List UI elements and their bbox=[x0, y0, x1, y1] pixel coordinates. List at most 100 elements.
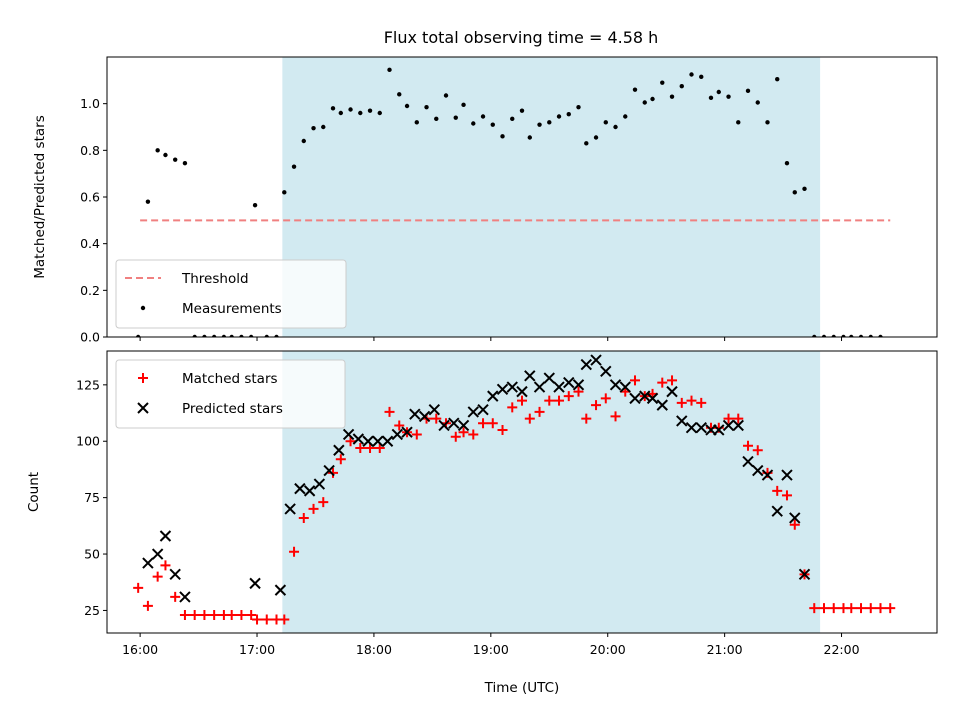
ratio-panel: 0.0 0.2 0.4 0.6 0.8 1.0 Matched/Predicted star… bbox=[32, 56, 938, 345]
predicted-star-point bbox=[619, 381, 631, 393]
measurement-point bbox=[669, 94, 675, 99]
x-axis-label: Time (UTC) bbox=[484, 680, 560, 696]
measurement-point bbox=[461, 102, 466, 108]
measurement-point bbox=[192, 334, 197, 337]
predicted-star-point bbox=[695, 421, 707, 434]
x-tick-label: 22:00 bbox=[824, 642, 860, 657]
measurement-point bbox=[282, 190, 287, 195]
y-axis-label: Count bbox=[26, 472, 42, 512]
matched-star-point bbox=[374, 443, 385, 454]
matched-star-point bbox=[289, 546, 300, 557]
predicted-star-point bbox=[722, 419, 735, 432]
matched-star-point bbox=[733, 413, 744, 424]
measurement-point bbox=[338, 110, 344, 116]
matched-star-point bbox=[772, 485, 783, 496]
matched-star-point bbox=[809, 603, 820, 614]
predicted-star-point bbox=[159, 530, 172, 542]
predicted-star-point bbox=[798, 568, 811, 581]
measurement-point bbox=[642, 100, 647, 105]
measurement-point bbox=[603, 120, 608, 125]
predicted-star-point bbox=[639, 390, 651, 402]
measurement-point bbox=[792, 190, 797, 195]
measurement-point bbox=[878, 334, 883, 337]
measurement-point bbox=[660, 80, 665, 85]
legend: Threshold Measurements bbox=[115, 259, 347, 329]
y-tick-label: 0.4 bbox=[80, 236, 100, 251]
measurement-point bbox=[443, 93, 449, 98]
measurement-point bbox=[387, 67, 392, 73]
measurement-point bbox=[367, 108, 373, 113]
measurement-point bbox=[397, 92, 402, 97]
measurement-point bbox=[745, 88, 751, 94]
measurement-point bbox=[613, 124, 618, 130]
matched-star-point bbox=[458, 427, 469, 438]
matched-star-point bbox=[189, 609, 200, 620]
matched-star-point bbox=[686, 395, 697, 406]
measurement-point bbox=[566, 111, 571, 117]
x-tick-label: 17:00 bbox=[239, 642, 275, 657]
matched-star-point bbox=[365, 443, 376, 454]
predicted-star-point bbox=[448, 417, 460, 429]
predicted-star-point bbox=[590, 354, 602, 366]
measurement-point bbox=[490, 122, 495, 127]
measurement-point bbox=[689, 72, 694, 77]
measurement-point bbox=[321, 124, 326, 130]
matched-star-point bbox=[209, 609, 220, 620]
measurement-point bbox=[556, 114, 562, 119]
y-tick-label: 50 bbox=[84, 547, 100, 562]
measurement-point bbox=[537, 122, 542, 127]
measurement-point bbox=[841, 334, 846, 337]
predicted-star-point bbox=[789, 512, 801, 524]
measurement-point bbox=[274, 334, 279, 337]
measurement-point bbox=[182, 160, 188, 166]
matched-star-point bbox=[487, 418, 498, 429]
predicted-star-point bbox=[294, 482, 306, 495]
matched-star-point bbox=[497, 424, 508, 435]
predicted-star-point bbox=[656, 399, 668, 411]
measurement-point bbox=[471, 121, 476, 126]
matched-star-point bbox=[534, 406, 545, 417]
matched-star-point bbox=[478, 418, 489, 429]
measurement-point bbox=[424, 104, 429, 110]
measurement-point bbox=[239, 334, 244, 337]
matched-star-point bbox=[723, 413, 734, 424]
measurement-point bbox=[726, 94, 731, 99]
predicted-star-point bbox=[781, 469, 793, 481]
predicted-star-point bbox=[418, 410, 431, 423]
matched-star-point bbox=[236, 609, 247, 620]
predicted-star-point bbox=[685, 421, 698, 434]
predicted-star-point bbox=[151, 548, 164, 560]
measurement-point bbox=[510, 116, 515, 122]
predicted-star-point bbox=[409, 408, 421, 420]
matched-star-point bbox=[885, 603, 896, 614]
predicted-star-point bbox=[676, 415, 688, 427]
predicted-star-point bbox=[572, 379, 585, 391]
legend-matched-swatch bbox=[138, 373, 148, 383]
predicted-star-point bbox=[609, 379, 622, 391]
predicted-star-point bbox=[438, 419, 450, 432]
measurement-point bbox=[221, 334, 227, 337]
x-tick-label: 19:00 bbox=[473, 642, 509, 657]
matched-star-point bbox=[450, 431, 461, 442]
legend-predicted-swatch bbox=[137, 402, 149, 414]
matched-star-point bbox=[384, 406, 395, 417]
predicted-star-point bbox=[313, 478, 326, 490]
matched-star-point bbox=[411, 429, 422, 440]
measurement-point bbox=[708, 95, 714, 101]
measurement-point bbox=[812, 334, 817, 337]
legend-measurement-swatch bbox=[140, 305, 146, 311]
measurement-point bbox=[775, 76, 780, 82]
x-tick-label: 18:00 bbox=[356, 642, 392, 657]
matched-star-point bbox=[676, 397, 687, 408]
measurement-point bbox=[699, 74, 704, 80]
y-tick-label: 25 bbox=[84, 603, 100, 618]
x-tick-label: 21:00 bbox=[707, 642, 743, 657]
matched-star-point bbox=[507, 402, 518, 413]
predicted-star-point bbox=[646, 392, 659, 405]
matched-star-point bbox=[846, 603, 857, 614]
measurement-point bbox=[348, 107, 353, 112]
measurement-point bbox=[576, 104, 581, 110]
predicted-star-point bbox=[524, 370, 536, 382]
matched-star-point bbox=[630, 375, 641, 386]
predicted-star-point bbox=[142, 557, 154, 569]
